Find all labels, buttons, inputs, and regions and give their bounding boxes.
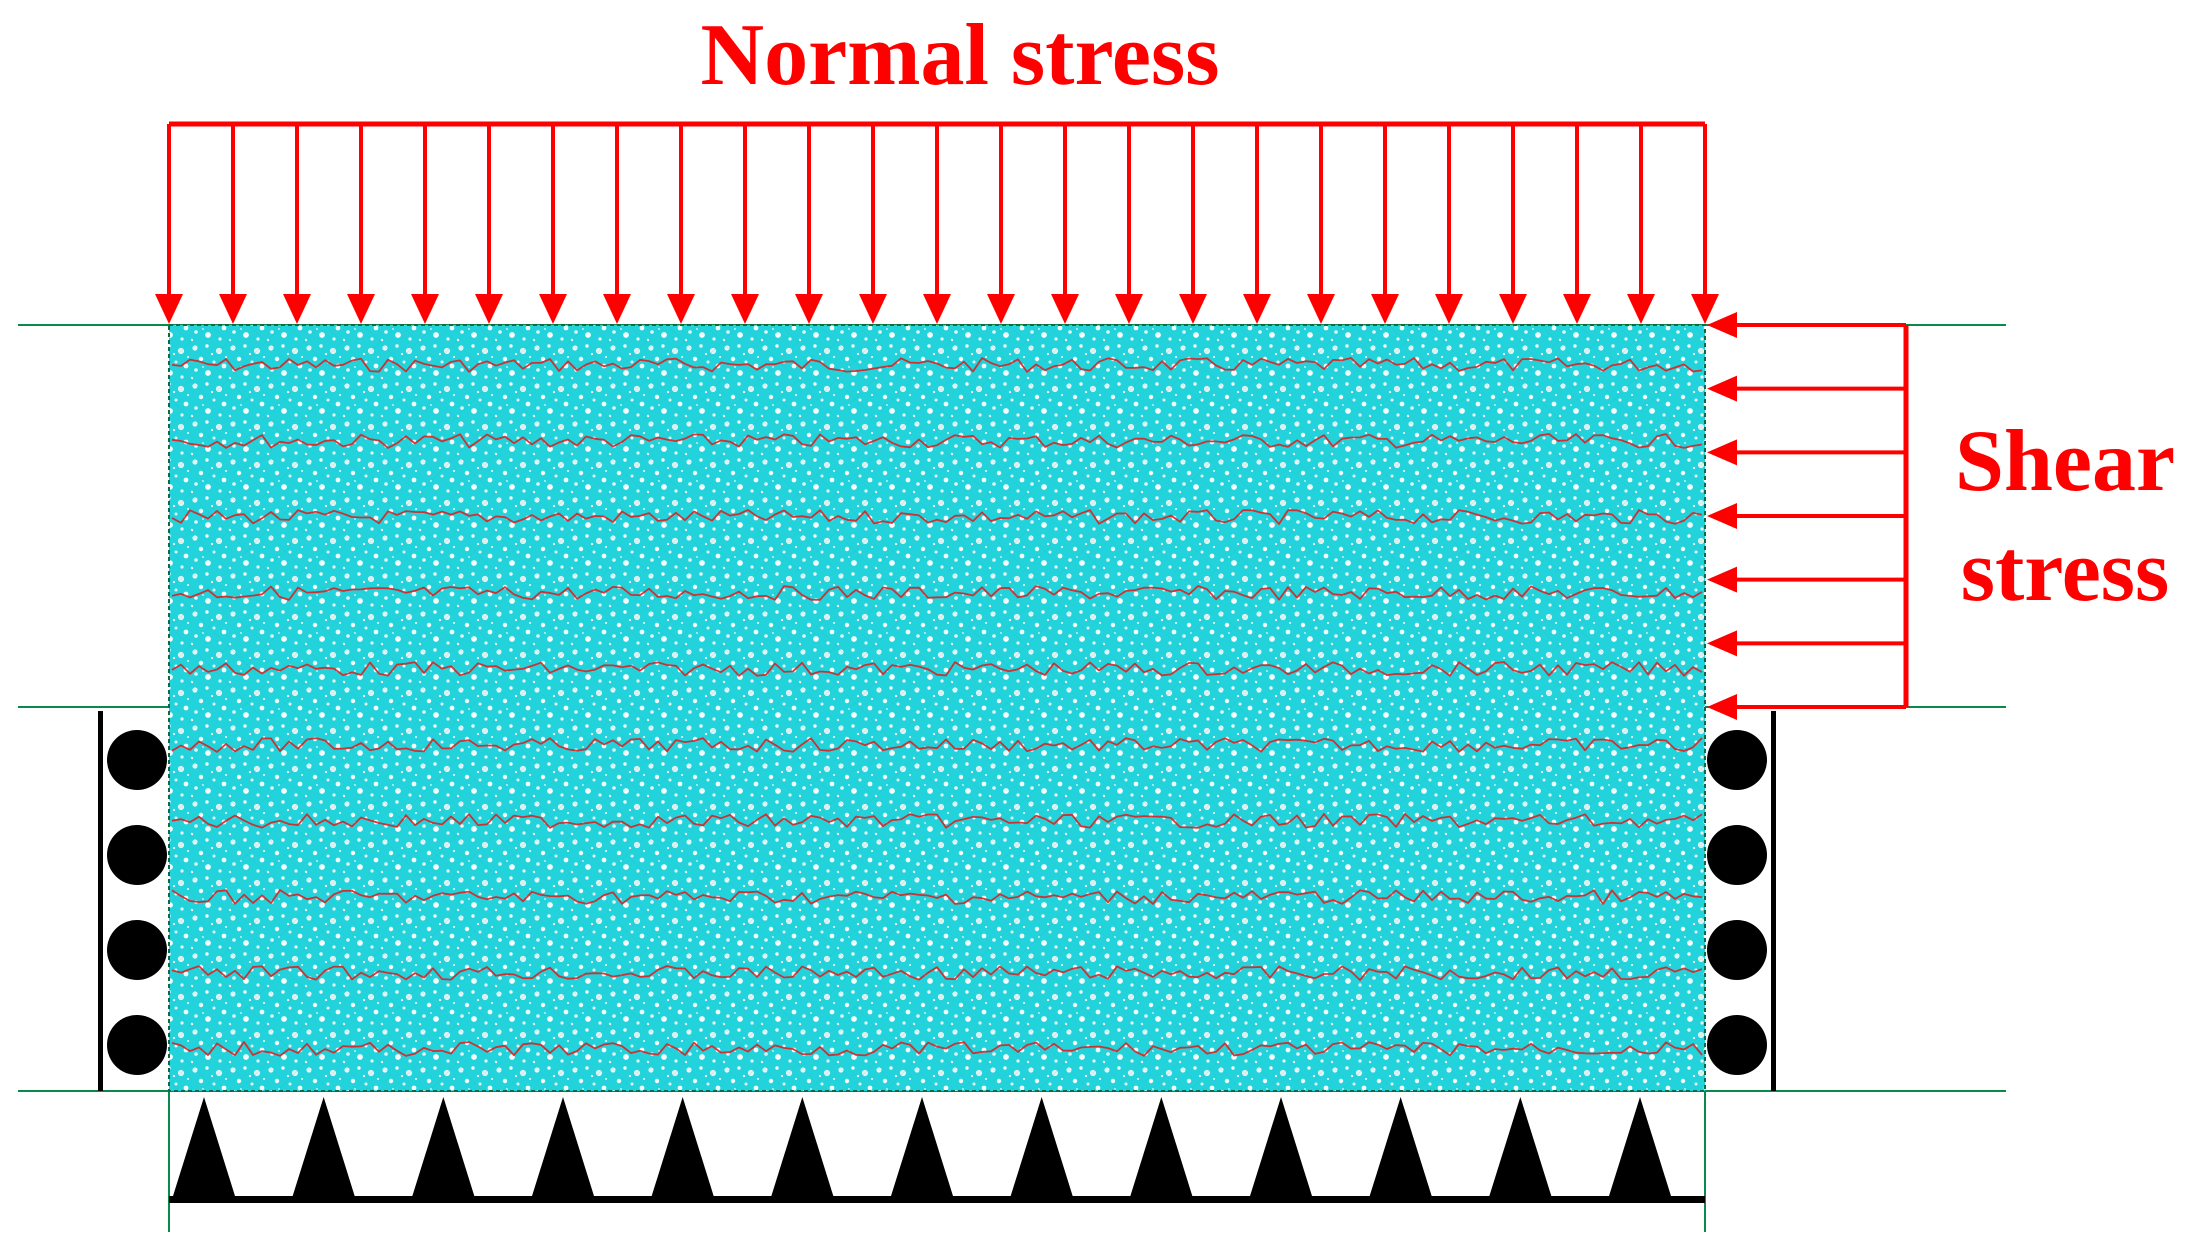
crack-band [171,585,1703,601]
normal-stress-arrows [155,124,1719,324]
shear-stress-load [1707,312,1909,720]
crack-band [171,433,1703,449]
support-triangle [412,1097,475,1196]
normal-arrow [1243,124,1271,324]
roller [107,920,167,980]
roller [1707,920,1767,980]
support-triangle [1010,1097,1073,1196]
normal-arrow [1499,124,1527,324]
crack-band [171,889,1703,905]
normal-arrow [795,124,823,324]
normal-arrow [1307,124,1335,324]
shear-arrow [1707,375,1906,402]
normal-arrow [219,124,247,324]
crack-band [171,737,1703,753]
right-support-wall [1771,711,1776,1091]
bottom-triangles [173,1097,1671,1196]
shear-arrow [1707,630,1906,657]
bottom-fixed-support [169,1097,1705,1203]
shear-stress-arrows [1707,312,1906,720]
shear-arrow [1707,503,1906,529]
support-triangle [532,1097,594,1196]
shear-arrow [1707,694,1906,720]
normal-stress-label: Normal stress [700,7,1220,104]
support-triangle [173,1097,235,1196]
crack-band [171,509,1703,525]
normal-arrow [731,124,759,324]
normal-arrow [859,124,887,324]
normal-arrow [1435,124,1463,324]
normal-arrow [1627,124,1655,324]
normal-arrow [1371,124,1399,324]
normal-arrow [539,124,567,324]
right-rollers [1707,730,1767,1075]
support-triangle [651,1097,714,1196]
normal-arrow [283,124,311,324]
normal-arrow [1115,124,1143,324]
roller [107,730,167,790]
crack-bands [171,357,1703,1057]
specimen-body [168,324,1706,1092]
crack-band [171,357,1703,373]
left-roller-support [98,711,167,1091]
crack-band [171,965,1703,981]
roller [1707,730,1767,790]
shear-stress-label-line1: Shear [1955,413,2175,510]
bottom-support-base [169,1196,1705,1203]
normal-arrow [923,124,951,324]
left-rollers [107,730,167,1075]
roller [1707,825,1767,885]
right-roller-support [1707,711,1776,1091]
support-triangle [1369,1097,1432,1196]
roller [107,825,167,885]
normal-arrow [475,124,503,324]
crack-band [171,1041,1703,1057]
support-triangle [1130,1097,1193,1196]
normal-arrow [155,124,183,324]
normal-arrow [347,124,375,324]
shear-arrow [1707,439,1906,466]
shear-stress-label-line2: stress [1960,523,2170,620]
shear-arrow [1707,312,1906,338]
normal-arrow [987,124,1015,324]
normal-arrow [1691,124,1719,324]
normal-arrow [411,124,439,324]
support-triangle [1489,1097,1552,1196]
normal-arrow [1179,124,1207,324]
support-triangle [292,1097,355,1196]
support-triangle [1250,1097,1312,1196]
roller [1707,1015,1767,1075]
support-triangle [1609,1097,1671,1196]
shear-arrow [1707,566,1906,593]
crack-band [171,813,1703,829]
normal-stress-load [155,121,1719,324]
normal-arrow [603,124,631,324]
left-support-wall [98,711,103,1091]
normal-arrow [1563,124,1591,324]
roller [107,1015,167,1075]
specimen [168,324,1706,1092]
normal-arrow [667,124,695,324]
crack-band [171,661,1703,677]
support-triangle [891,1097,953,1196]
support-triangle [771,1097,834,1196]
normal-arrow [1051,124,1079,324]
